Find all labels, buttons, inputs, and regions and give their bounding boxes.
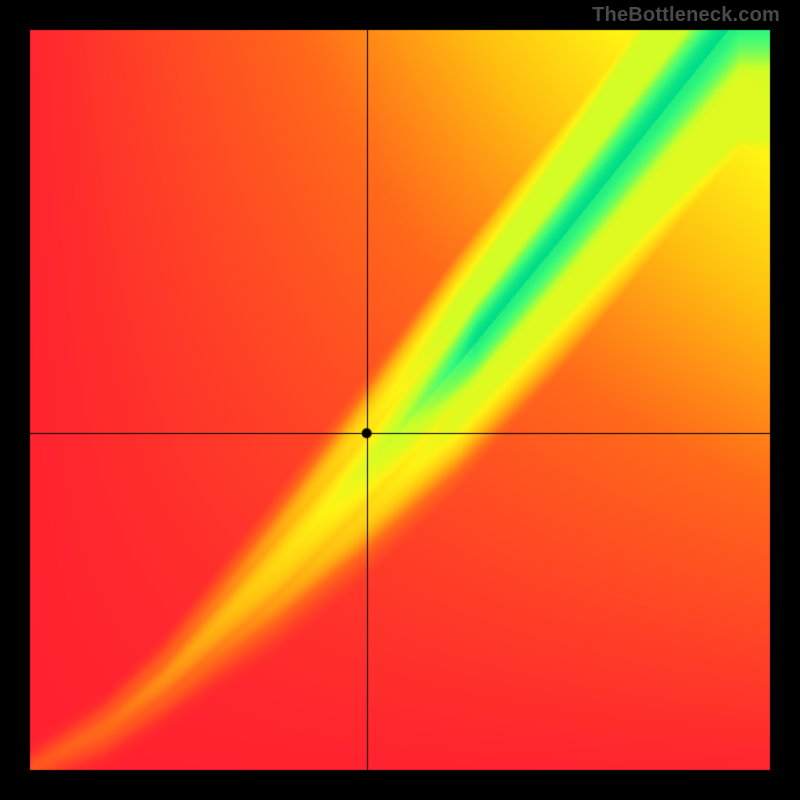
watermark-text: TheBottleneck.com xyxy=(592,4,780,27)
bottleneck-heatmap xyxy=(0,0,800,800)
